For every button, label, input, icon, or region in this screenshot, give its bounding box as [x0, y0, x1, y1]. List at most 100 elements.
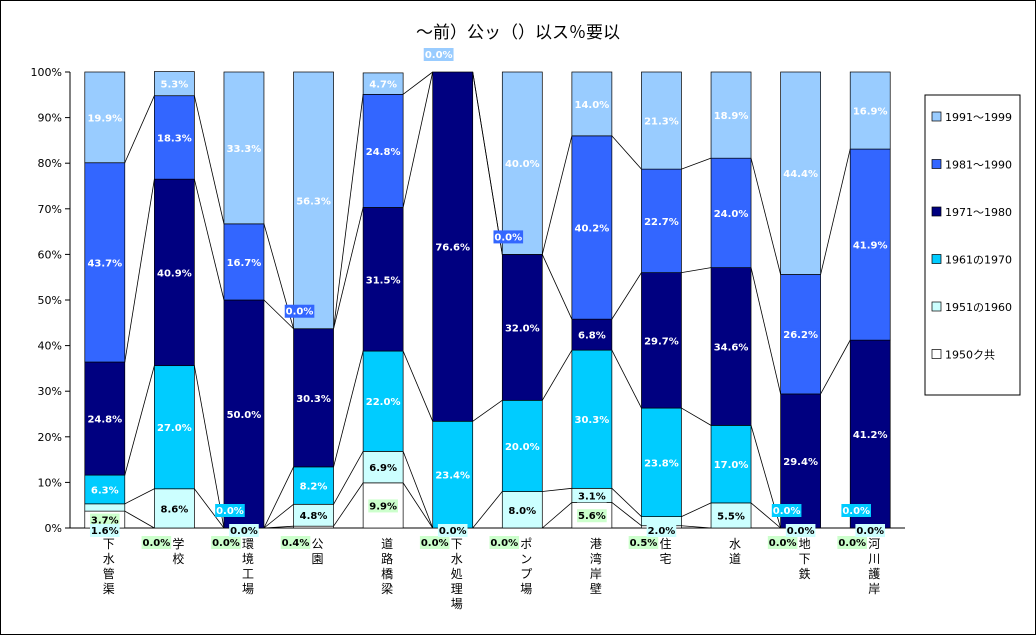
data-label-bg [225, 408, 262, 421]
data-label: 5.3% [161, 80, 189, 91]
y-tick-label: 60% [38, 248, 62, 261]
data-label-bg [489, 536, 520, 549]
data-label-bg [646, 524, 677, 537]
data-label-bg [785, 524, 816, 537]
data-label: 30.3% [575, 415, 610, 426]
data-label: 22.7% [644, 217, 679, 228]
data-label-bg [504, 157, 541, 171]
data-label: 14.0% [575, 100, 610, 111]
series-connector-line [472, 491, 503, 529]
data-label: 5.6% [578, 511, 606, 522]
series-connector-line [402, 350, 434, 422]
data-label: 24.8% [87, 415, 122, 426]
data-label-bg [573, 221, 610, 235]
data-label: 0.4% [282, 538, 310, 549]
data-label-bg [577, 328, 607, 342]
series-connector-line [472, 71, 503, 255]
data-label-bg [643, 114, 680, 128]
data-label-bg [211, 536, 241, 549]
data-label-bg [507, 503, 538, 517]
data-label: 31.5% [366, 275, 401, 286]
legend-swatch [931, 301, 942, 312]
data-label: 0.0% [421, 538, 449, 549]
data-label: 0.0% [838, 538, 866, 549]
data-label: 0.0% [230, 526, 258, 537]
data-label-bg [852, 104, 889, 118]
chart-title: ～前）公ッ（）以ス％要以 [416, 23, 620, 43]
data-label: 0.0% [425, 50, 453, 61]
y-tick-label: 0% [45, 522, 62, 535]
data-label: 41.9% [853, 241, 888, 252]
series-connector-line [333, 350, 364, 467]
data-label-bg [419, 536, 450, 549]
series-connector-line [542, 502, 573, 529]
series-connector-line [263, 503, 294, 529]
category-label: 河川護岸 [868, 537, 880, 596]
data-label-bg [577, 509, 607, 523]
data-label: 0.0% [212, 538, 240, 549]
series-connector-line [541, 135, 573, 255]
data-label-bg [504, 439, 541, 453]
data-label: 17.0% [714, 460, 749, 471]
data-label: 4.7% [369, 80, 397, 91]
data-label: 40.9% [157, 268, 192, 279]
data-label-bg [643, 214, 680, 228]
series-connector-line [681, 157, 712, 170]
legend-swatch [931, 349, 942, 359]
data-label-bg [713, 206, 750, 220]
data-label-bg [423, 48, 454, 61]
data-label-bg [86, 111, 123, 125]
series-connector-line [402, 71, 433, 95]
data-label: 18.9% [714, 111, 749, 122]
category-label: ポンプ場 [520, 537, 532, 596]
data-label: 0.0% [494, 232, 522, 243]
legend-box [924, 94, 1021, 396]
series-connector-line [124, 488, 155, 505]
category-label: 学校 [172, 536, 184, 566]
data-label: 26.2% [783, 330, 818, 341]
series-connector-line [472, 399, 503, 422]
data-label: 56.3% [296, 196, 331, 207]
series-connector-line [193, 179, 225, 301]
data-label-bg [159, 502, 190, 516]
data-label: 41.2% [853, 430, 888, 441]
data-label-bg [86, 256, 123, 270]
category-label: 水道 [729, 537, 741, 566]
data-label: 0.0% [842, 506, 870, 517]
data-label-bg [284, 304, 315, 318]
data-label: 24.0% [714, 209, 749, 220]
data-label: 23.4% [435, 471, 470, 482]
y-tick-label: 40% [38, 340, 62, 353]
data-label-bg [295, 194, 332, 208]
series-connector-line [193, 365, 225, 529]
data-label: 6.9% [369, 463, 397, 474]
series-connector-line [402, 71, 434, 208]
data-label-bg [771, 504, 802, 517]
data-label-bg [368, 77, 398, 91]
data-label-bg [434, 240, 471, 254]
data-label-bg [643, 334, 680, 348]
data-label-bg [577, 489, 607, 503]
data-label-bg [365, 395, 402, 409]
data-label-bg [782, 454, 819, 468]
series-connector-line [402, 482, 434, 529]
series-connector-line [333, 94, 364, 329]
data-label-bg [156, 421, 193, 435]
series-connector-line [750, 502, 781, 529]
data-label: 29.7% [644, 336, 679, 347]
data-label: 8.2% [300, 482, 328, 493]
data-label: 16.9% [853, 107, 888, 118]
data-label-bg [782, 328, 819, 342]
data-label-bg [365, 273, 402, 287]
data-label: 33.3% [227, 144, 262, 155]
data-label-bg [141, 536, 172, 549]
data-label: 32.0% [505, 323, 540, 334]
data-label-bg [156, 131, 193, 145]
data-label-bg [368, 461, 398, 475]
series-connector-line [402, 451, 434, 529]
data-label-bg [159, 77, 190, 91]
series-connector-line [611, 272, 642, 320]
data-label-bg [841, 504, 872, 517]
data-label-bg [504, 321, 541, 335]
series-connector-line [333, 482, 364, 527]
